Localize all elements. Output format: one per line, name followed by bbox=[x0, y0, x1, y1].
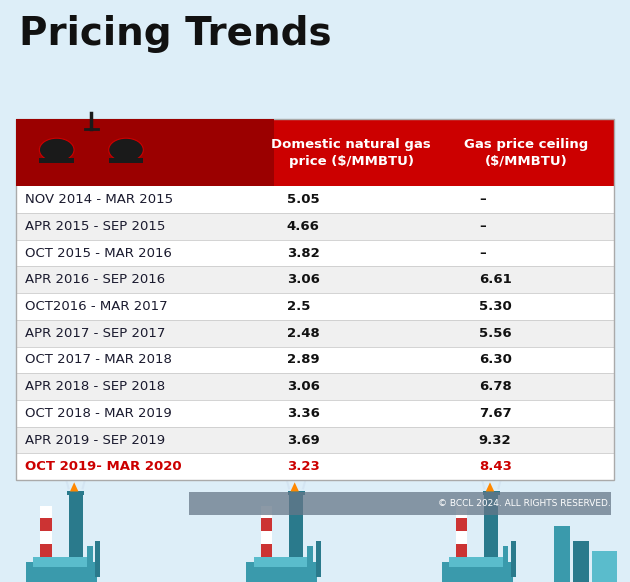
FancyBboxPatch shape bbox=[40, 506, 52, 519]
FancyBboxPatch shape bbox=[261, 544, 272, 556]
Text: 2.89: 2.89 bbox=[287, 353, 319, 367]
FancyBboxPatch shape bbox=[87, 546, 93, 572]
Text: 5.30: 5.30 bbox=[479, 300, 512, 313]
FancyBboxPatch shape bbox=[512, 541, 516, 577]
FancyBboxPatch shape bbox=[307, 546, 313, 572]
Text: 8.43: 8.43 bbox=[479, 460, 512, 473]
Text: OCT 2017 - MAR 2018: OCT 2017 - MAR 2018 bbox=[25, 353, 172, 367]
Text: OCT 2015 - MAR 2016: OCT 2015 - MAR 2016 bbox=[25, 247, 172, 260]
FancyBboxPatch shape bbox=[16, 346, 614, 373]
FancyBboxPatch shape bbox=[16, 119, 274, 186]
FancyBboxPatch shape bbox=[0, 480, 630, 582]
FancyBboxPatch shape bbox=[16, 320, 614, 346]
Text: 3.23: 3.23 bbox=[287, 460, 319, 473]
FancyBboxPatch shape bbox=[456, 519, 467, 531]
FancyBboxPatch shape bbox=[592, 552, 617, 582]
Text: 6.61: 6.61 bbox=[479, 274, 512, 286]
Text: –: – bbox=[479, 247, 486, 260]
FancyBboxPatch shape bbox=[16, 293, 614, 320]
FancyBboxPatch shape bbox=[109, 158, 144, 163]
Text: 3.06: 3.06 bbox=[287, 380, 319, 393]
FancyBboxPatch shape bbox=[16, 240, 614, 267]
Text: NOV 2014 - MAR 2015: NOV 2014 - MAR 2015 bbox=[25, 193, 173, 206]
FancyBboxPatch shape bbox=[289, 495, 303, 582]
FancyBboxPatch shape bbox=[554, 526, 570, 582]
Text: 9.32: 9.32 bbox=[479, 434, 512, 446]
FancyBboxPatch shape bbox=[39, 158, 74, 163]
Text: 5.05: 5.05 bbox=[287, 193, 319, 206]
FancyBboxPatch shape bbox=[316, 541, 321, 577]
Text: 3.69: 3.69 bbox=[287, 434, 319, 446]
FancyBboxPatch shape bbox=[456, 556, 467, 569]
Text: 6.30: 6.30 bbox=[479, 353, 512, 367]
FancyBboxPatch shape bbox=[40, 569, 52, 582]
Text: OCT 2018 - MAR 2019: OCT 2018 - MAR 2019 bbox=[25, 407, 172, 420]
Text: 4.66: 4.66 bbox=[287, 220, 319, 233]
FancyBboxPatch shape bbox=[246, 562, 318, 582]
FancyBboxPatch shape bbox=[456, 531, 467, 544]
Text: 2.48: 2.48 bbox=[287, 327, 319, 340]
FancyBboxPatch shape bbox=[16, 267, 614, 293]
FancyBboxPatch shape bbox=[16, 373, 614, 400]
FancyBboxPatch shape bbox=[442, 562, 513, 582]
Text: OCT2016 - MAR 2017: OCT2016 - MAR 2017 bbox=[25, 300, 168, 313]
Text: Domestic natural gas
price ($/MMBTU): Domestic natural gas price ($/MMBTU) bbox=[272, 138, 431, 168]
Polygon shape bbox=[290, 482, 299, 491]
FancyBboxPatch shape bbox=[261, 519, 272, 531]
Text: APR 2015 - SEP 2015: APR 2015 - SEP 2015 bbox=[25, 220, 166, 233]
FancyBboxPatch shape bbox=[456, 569, 467, 582]
FancyBboxPatch shape bbox=[96, 541, 100, 577]
Text: 6.78: 6.78 bbox=[479, 380, 512, 393]
FancyBboxPatch shape bbox=[484, 495, 498, 582]
FancyBboxPatch shape bbox=[16, 213, 614, 240]
FancyBboxPatch shape bbox=[261, 556, 272, 569]
FancyBboxPatch shape bbox=[40, 556, 52, 569]
FancyBboxPatch shape bbox=[33, 556, 90, 567]
FancyBboxPatch shape bbox=[261, 506, 272, 519]
FancyBboxPatch shape bbox=[261, 531, 272, 544]
FancyBboxPatch shape bbox=[573, 541, 589, 582]
Text: © BCCL 2024. ALL RIGHTS RESERVED.: © BCCL 2024. ALL RIGHTS RESERVED. bbox=[438, 499, 611, 508]
FancyBboxPatch shape bbox=[26, 562, 97, 582]
Text: APR 2018 - SEP 2018: APR 2018 - SEP 2018 bbox=[25, 380, 165, 393]
FancyBboxPatch shape bbox=[189, 492, 611, 515]
FancyBboxPatch shape bbox=[261, 569, 272, 582]
FancyBboxPatch shape bbox=[503, 546, 508, 572]
Text: 3.82: 3.82 bbox=[287, 247, 319, 260]
FancyBboxPatch shape bbox=[287, 491, 305, 495]
FancyBboxPatch shape bbox=[16, 453, 614, 480]
Text: 7.67: 7.67 bbox=[479, 407, 512, 420]
Text: –: – bbox=[479, 193, 486, 206]
Polygon shape bbox=[70, 482, 78, 491]
FancyBboxPatch shape bbox=[16, 119, 614, 186]
FancyBboxPatch shape bbox=[16, 427, 614, 453]
FancyBboxPatch shape bbox=[253, 556, 310, 567]
FancyBboxPatch shape bbox=[40, 531, 52, 544]
Text: 5.56: 5.56 bbox=[479, 327, 512, 340]
FancyBboxPatch shape bbox=[67, 491, 84, 495]
FancyBboxPatch shape bbox=[40, 544, 52, 556]
Text: Pricing Trends: Pricing Trends bbox=[19, 15, 331, 52]
Ellipse shape bbox=[108, 138, 143, 161]
Text: APR 2016 - SEP 2016: APR 2016 - SEP 2016 bbox=[25, 274, 165, 286]
FancyBboxPatch shape bbox=[449, 556, 505, 567]
Text: APR 2017 - SEP 2017: APR 2017 - SEP 2017 bbox=[25, 327, 166, 340]
Text: 2.5: 2.5 bbox=[287, 300, 310, 313]
Polygon shape bbox=[486, 482, 495, 491]
FancyBboxPatch shape bbox=[456, 506, 467, 519]
Text: 3.06: 3.06 bbox=[287, 274, 319, 286]
Text: –: – bbox=[479, 220, 486, 233]
Text: Gas price ceiling
($/MMBTU): Gas price ceiling ($/MMBTU) bbox=[464, 138, 588, 168]
FancyBboxPatch shape bbox=[456, 544, 467, 556]
Text: APR 2019 - SEP 2019: APR 2019 - SEP 2019 bbox=[25, 434, 165, 446]
Text: OCT 2019- MAR 2020: OCT 2019- MAR 2020 bbox=[25, 460, 182, 473]
Text: 3.36: 3.36 bbox=[287, 407, 319, 420]
FancyBboxPatch shape bbox=[40, 519, 52, 531]
FancyBboxPatch shape bbox=[16, 186, 614, 213]
Ellipse shape bbox=[39, 138, 74, 161]
FancyBboxPatch shape bbox=[69, 495, 83, 582]
FancyBboxPatch shape bbox=[16, 400, 614, 427]
FancyBboxPatch shape bbox=[483, 491, 500, 495]
